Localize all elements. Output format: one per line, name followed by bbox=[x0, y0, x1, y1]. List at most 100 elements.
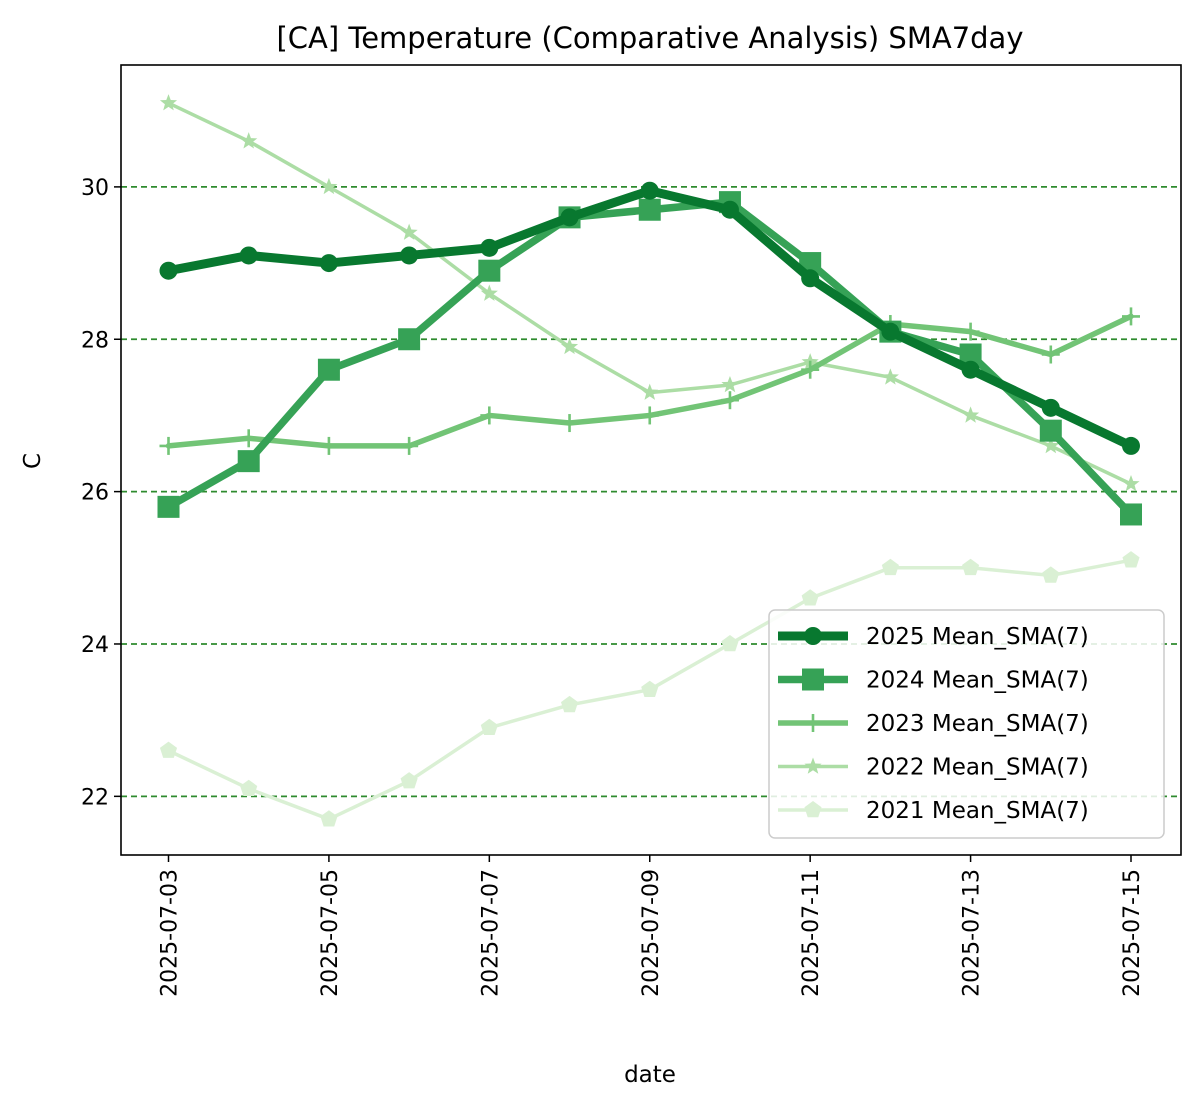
x-tick-label-2025-07-13: 2025-07-13 bbox=[960, 869, 985, 997]
point-s1-6 bbox=[638, 198, 661, 221]
point-s3-11 bbox=[1042, 436, 1060, 454]
point-s4-5 bbox=[560, 695, 579, 713]
y-axis-label: C bbox=[20, 453, 46, 469]
point-s2-1 bbox=[239, 429, 258, 448]
point-s1-2 bbox=[317, 358, 340, 381]
legend-entry-1: 2024 Mean_SMA(7) bbox=[778, 668, 1089, 694]
point-s3-7 bbox=[721, 375, 739, 393]
point-s2-3 bbox=[400, 436, 419, 455]
point-s3-4 bbox=[480, 284, 498, 301]
point-s0-7 bbox=[720, 200, 739, 219]
x-tick-label-2025-07-15: 2025-07-15 bbox=[1120, 869, 1145, 997]
point-s0-0 bbox=[159, 261, 178, 280]
point-s4-10 bbox=[962, 558, 980, 576]
legend-label-3: 2022 Mean_SMA(7) bbox=[866, 755, 1089, 781]
point-s4-0 bbox=[159, 741, 178, 758]
point-s0-10 bbox=[961, 360, 980, 379]
point-s1-1 bbox=[237, 450, 260, 473]
point-s2-8 bbox=[801, 360, 820, 379]
point-s1-11 bbox=[1039, 419, 1062, 442]
point-s2-4 bbox=[480, 406, 499, 425]
point-s3-5 bbox=[560, 337, 579, 355]
legend-box bbox=[768, 609, 1165, 839]
point-s0-6 bbox=[640, 181, 659, 200]
x-tick-label-2025-07-03: 2025-07-03 bbox=[158, 869, 183, 997]
legend: 2025 Mean_SMA(7) 2024 Mean_SMA(7) 2023 Mea… bbox=[768, 609, 1165, 839]
x-tick-label-2025-07-09: 2025-07-09 bbox=[639, 869, 664, 997]
point-s2-6 bbox=[640, 406, 659, 425]
point-s2-7 bbox=[720, 391, 739, 410]
legend-label-4: 2021 Mean_SMA(7) bbox=[866, 798, 1089, 824]
point-s1-0 bbox=[157, 495, 180, 518]
y-axis-ticks: 22 24 26 28 30 bbox=[81, 176, 121, 810]
legend-marker-0 bbox=[804, 627, 822, 645]
point-s1-12 bbox=[1120, 503, 1142, 526]
point-s4-11 bbox=[1042, 566, 1060, 583]
x-axis-label: date bbox=[624, 1062, 676, 1088]
series-4 bbox=[159, 551, 1140, 827]
x-tick-label-2025-07-05: 2025-07-05 bbox=[318, 869, 343, 997]
point-s4-1 bbox=[240, 779, 258, 796]
x-tick-label-2025-07-11: 2025-07-11 bbox=[799, 869, 824, 997]
point-s4-7 bbox=[721, 634, 739, 652]
point-s2-5 bbox=[560, 414, 579, 433]
point-s2-2 bbox=[319, 436, 338, 455]
point-s0-12 bbox=[1122, 436, 1140, 455]
legend-entry-2: 2023 Mean_SMA(7) bbox=[778, 711, 1089, 737]
point-s3-6 bbox=[641, 383, 659, 400]
chart-title: [CA] Temperature (Comparative Analysis) … bbox=[276, 21, 1023, 55]
legend-label-2: 2023 Mean_SMA(7) bbox=[866, 711, 1089, 737]
point-s2-0 bbox=[159, 436, 178, 455]
point-s1-4 bbox=[478, 259, 501, 282]
legend-label-0: 2025 Mean_SMA(7) bbox=[866, 624, 1089, 650]
point-s3-2 bbox=[320, 177, 338, 195]
point-s4-4 bbox=[480, 718, 498, 736]
point-s2-12 bbox=[1122, 307, 1140, 326]
point-s2-11 bbox=[1041, 345, 1060, 364]
legend-marker-3 bbox=[804, 757, 822, 774]
legend-entry-3: 2022 Mean_SMA(7) bbox=[778, 755, 1089, 781]
point-s0-1 bbox=[239, 246, 258, 265]
point-s1-3 bbox=[398, 328, 421, 351]
point-s4-3 bbox=[400, 772, 418, 789]
point-s0-11 bbox=[1041, 398, 1060, 417]
legend-marker-1 bbox=[802, 668, 824, 691]
point-s3-9 bbox=[881, 368, 899, 385]
point-s3-10 bbox=[962, 406, 980, 423]
point-s0-4 bbox=[480, 238, 499, 257]
legend-entry-4: 2021 Mean_SMA(7) bbox=[778, 798, 1089, 824]
series-2 bbox=[159, 307, 1140, 455]
point-s0-8 bbox=[801, 269, 820, 288]
point-s4-2 bbox=[320, 810, 338, 827]
y-tick-label-22: 22 bbox=[81, 785, 109, 810]
series-0 bbox=[159, 181, 1140, 455]
point-s4-8 bbox=[801, 589, 819, 606]
point-s0-3 bbox=[400, 246, 419, 265]
point-s0-9 bbox=[881, 322, 900, 341]
y-tick-label-26: 26 bbox=[81, 481, 109, 506]
point-s1-10 bbox=[959, 343, 982, 366]
point-s2-10 bbox=[961, 322, 980, 341]
point-s4-6 bbox=[641, 680, 659, 697]
point-s4-12 bbox=[1122, 551, 1140, 568]
legend-label-1: 2024 Mean_SMA(7) bbox=[866, 668, 1089, 694]
point-s0-5 bbox=[560, 208, 579, 227]
y-tick-label-24: 24 bbox=[81, 633, 109, 658]
point-s4-9 bbox=[881, 558, 899, 576]
plot-frame bbox=[120, 64, 1182, 856]
series-3 bbox=[159, 94, 1140, 492]
point-s3-12 bbox=[1122, 475, 1140, 492]
legend-marker-4 bbox=[804, 801, 822, 818]
y-tick-label-28: 28 bbox=[81, 328, 109, 353]
y-tick-label-30: 30 bbox=[81, 176, 109, 201]
series-layer bbox=[157, 94, 1142, 827]
point-s3-3 bbox=[400, 223, 418, 240]
legend-entry-0: 2025 Mean_SMA(7) bbox=[778, 624, 1089, 650]
point-s0-2 bbox=[319, 254, 338, 273]
x-axis-ticks: 2025-07-03 2025-07-05 2025-07-07 2025-07-09… bbox=[158, 855, 1145, 997]
legend-marker-2 bbox=[804, 714, 822, 732]
point-s3-0 bbox=[159, 94, 178, 111]
x-tick-label-2025-07-07: 2025-07-07 bbox=[478, 869, 503, 997]
